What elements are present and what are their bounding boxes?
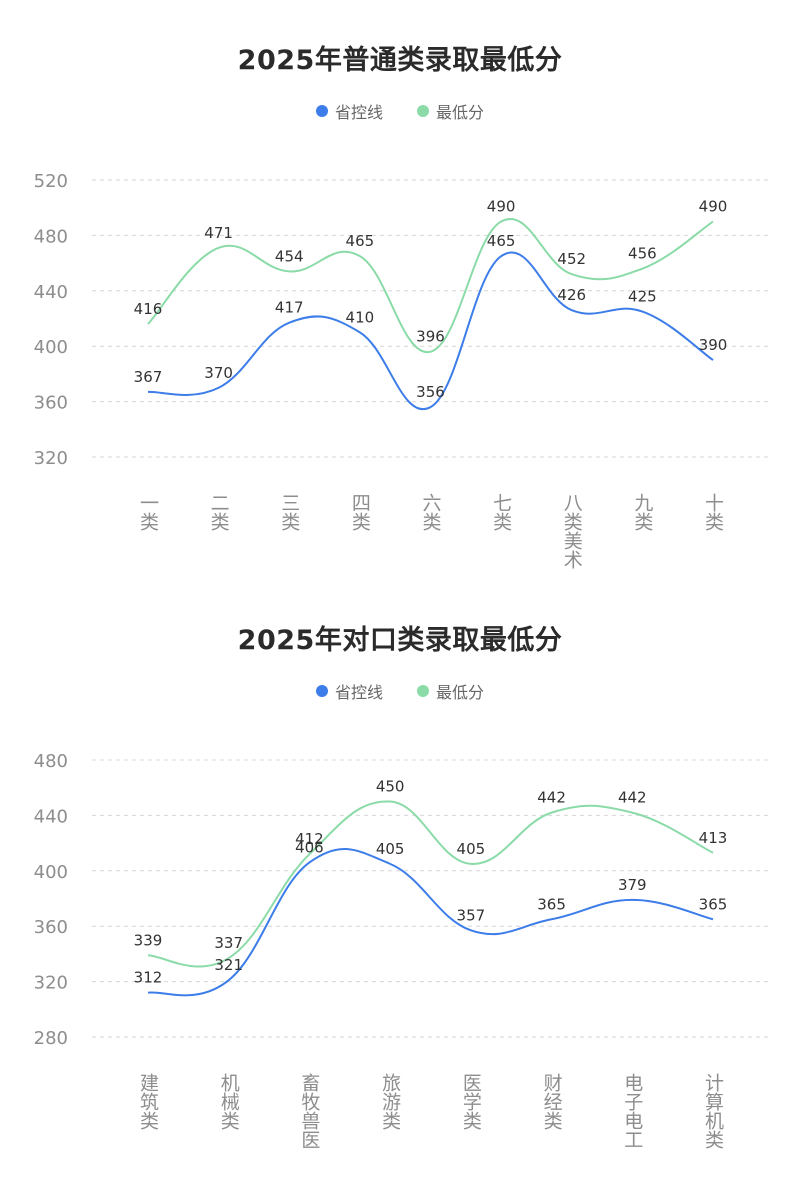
x-tick-label: 八类美术 [561,493,583,569]
y-tick-label: 360 [34,917,68,938]
data-label: 471 [204,224,233,242]
y-tick-label: 320 [34,973,68,994]
y-tick-label: 360 [34,393,68,414]
data-label: 442 [618,789,647,807]
chart-legend: 省控线 最低分 [0,679,800,703]
legend-item-series-2[interactable]: 最低分 [417,679,484,703]
legend-dot-icon [315,685,328,697]
data-label: 370 [204,364,233,382]
data-label: 425 [628,288,657,306]
series-line-2 [147,218,714,353]
x-tick-label: 一类 [137,493,159,531]
x-tick-label: 医学类 [460,1073,482,1130]
chart-title: 2025年普通类录取最低分 [237,45,563,76]
y-tick-label: 480 [34,751,68,772]
chart-legend: 省控线 最低分 [0,99,800,123]
data-label: 312 [134,969,163,987]
data-label: 337 [214,934,243,952]
x-tick-label: 电子电工 [621,1073,643,1149]
data-label: 417 [275,299,304,317]
data-label: 321 [214,956,243,974]
data-label: 442 [537,789,566,807]
x-tick-label: 建筑类 [137,1073,159,1130]
chart-plot-vocational: 280 320 360 400 440 480 建筑类 机械类 畜牧兽医 旅游类 医学类 财经类 电子电… [34,751,768,1149]
y-axis: 320 360 400 440 480 520 [34,171,768,469]
data-label: 357 [457,906,486,924]
data-labels-series-2: 416 471 454 465 396 490 452 456 490 [134,198,728,346]
data-label: 410 [346,308,375,326]
legend-dot-icon [417,685,429,697]
series-line-1 [147,251,714,411]
chart-title: 2025年对口类录取最低分 [237,625,563,656]
data-label: 406 [295,838,324,856]
data-label: 490 [487,198,516,216]
legend-item-series-1[interactable]: 省控线 [315,99,383,123]
data-label: 396 [416,328,445,346]
chart-panel-general: 320 360 400 440 480 520 一类 二类 三类 四类 六类 七类 八类美术 九类 十类 36… [0,0,800,580]
data-label: 365 [699,895,728,913]
y-axis: 280 320 360 400 440 480 [34,751,768,1049]
y-tick-label: 400 [34,337,68,358]
data-label: 365 [537,895,566,913]
data-label: 465 [487,232,516,250]
x-axis: 一类 二类 三类 四类 六类 七类 八类美术 九类 十类 [137,493,724,569]
series-line-1 [147,848,714,997]
x-tick-label: 四类 [349,493,371,531]
data-label: 412 [295,830,324,848]
y-tick-label: 400 [34,862,68,883]
data-labels-series-1: 312 321 406 405 357 365 379 365 [134,838,728,986]
data-labels-series-1: 367 370 417 410 356 465 426 425 390 [134,232,728,401]
data-label: 452 [557,250,586,268]
chart-plot-general: 320 360 400 440 480 520 一类 二类 三类 四类 六类 七类 八类美术 九类 十类 36… [34,171,768,569]
data-label: 456 [628,245,657,263]
data-labels-series-2: 339 337 412 450 405 442 442 413 [134,778,728,953]
data-label: 465 [346,232,375,250]
data-label: 450 [376,778,405,796]
legend-item-series-2[interactable]: 最低分 [417,99,484,123]
x-tick-label: 十类 [702,493,724,531]
data-label: 367 [134,368,163,386]
data-label: 416 [134,300,163,318]
x-axis: 建筑类 机械类 畜牧兽医 旅游类 医学类 财经类 电子电工 计算机类 [137,1073,724,1149]
x-tick-label: 畜牧兽医 [298,1073,320,1149]
x-tick-label: 七类 [490,493,512,531]
data-label: 379 [618,876,647,894]
legend-label: 省控线 [334,103,383,122]
legend-label: 最低分 [436,103,485,122]
y-tick-label: 280 [34,1028,68,1049]
y-tick-label: 520 [34,171,68,192]
data-label: 356 [416,383,445,401]
data-label: 490 [699,198,728,216]
x-tick-label: 机械类 [218,1073,240,1130]
data-label: 339 [134,931,163,949]
series-line-2 [147,800,714,968]
data-label: 454 [275,247,304,265]
legend-dot-icon [417,105,429,117]
x-tick-label: 二类 [208,493,230,531]
x-tick-label: 六类 [420,493,442,531]
data-label: 413 [699,829,728,847]
data-label: 405 [376,840,405,858]
x-tick-label: 九类 [631,493,653,531]
x-tick-label: 财经类 [541,1073,563,1130]
legend-item-series-1[interactable]: 省控线 [315,679,383,703]
y-tick-label: 440 [34,282,68,303]
data-label: 405 [457,840,486,858]
chart-panel-vocational: 280 320 360 400 440 480 建筑类 机械类 畜牧兽医 旅游类 医学类 财经类 电子电… [0,580,800,1160]
legend-label: 最低分 [436,683,485,702]
y-tick-label: 480 [34,226,68,247]
legend-dot-icon [315,105,328,117]
x-tick-label: 三类 [278,493,300,531]
x-tick-label: 旅游类 [379,1073,401,1130]
legend-label: 省控线 [334,683,383,702]
y-tick-label: 440 [34,806,68,827]
data-label: 426 [557,286,586,304]
y-tick-label: 320 [34,448,68,469]
x-tick-label: 计算机类 [702,1073,724,1149]
data-label: 390 [699,336,728,354]
